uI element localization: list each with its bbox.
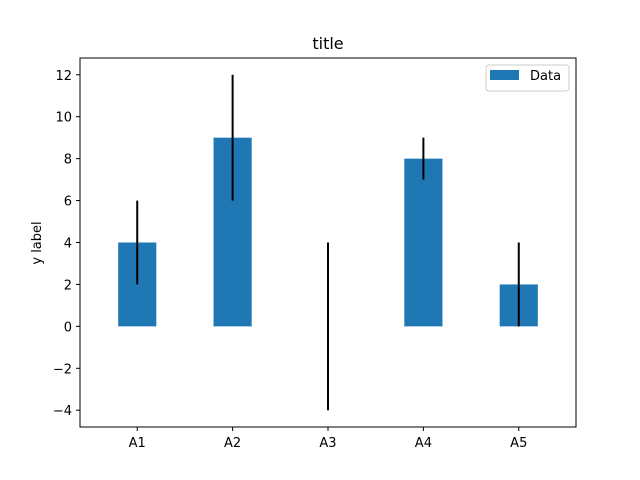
legend-swatch [490,70,519,80]
errorbars-layer [136,74,520,411]
y-tick-label: 8 [64,153,72,168]
x-tick-label-A4: A4 [415,436,432,451]
y-tick-label: 2 [64,278,72,293]
y-tick-label: −2 [53,362,72,377]
chart-title: title [312,34,343,53]
y-tick-label: 6 [64,195,72,210]
y-tick-label: 4 [64,237,72,252]
x-tick-label-A5: A5 [510,436,527,451]
y-tick-label: 0 [64,320,72,335]
bar-A4 [404,158,443,327]
y-axis-title: y label [30,221,45,264]
y-tick-label: −4 [53,404,72,419]
x-tick-label-A3: A3 [319,436,336,451]
y-axis: −4 −2 0 2 4 6 8 10 12 [53,69,80,419]
x-axis: A1 A2 A3 A4 A5 [129,427,527,451]
legend-label: Data [530,69,561,84]
y-tick-label: 10 [55,111,72,126]
x-tick-label-A2: A2 [224,436,241,451]
legend: Data [485,64,570,92]
x-tick-label-A1: A1 [129,436,146,451]
y-tick-label: 12 [55,69,72,84]
